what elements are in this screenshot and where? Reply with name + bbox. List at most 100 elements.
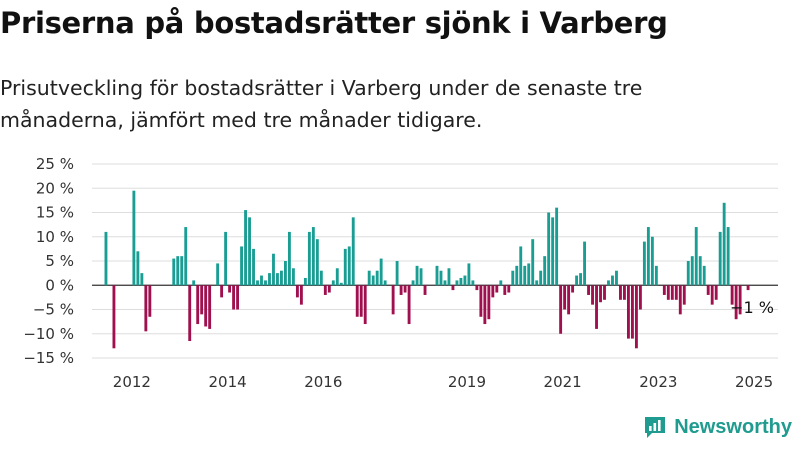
bar [244, 210, 247, 286]
bar [471, 280, 475, 286]
bar [642, 241, 646, 286]
bar [264, 280, 267, 286]
bar [276, 273, 279, 286]
bar [395, 261, 399, 286]
bar [280, 270, 283, 286]
bar [236, 285, 240, 310]
bar [355, 285, 359, 317]
bar [555, 207, 559, 286]
bar [591, 285, 594, 305]
bar [359, 285, 363, 317]
bar [615, 270, 618, 286]
bar [216, 263, 220, 286]
bar [232, 285, 236, 310]
bar [698, 256, 702, 286]
bar [519, 246, 523, 286]
bar [272, 253, 275, 286]
bar [746, 285, 750, 291]
bar [252, 248, 255, 286]
bar [403, 285, 407, 293]
bar [730, 285, 734, 305]
bar [630, 285, 634, 339]
bar [196, 285, 200, 325]
bar [391, 285, 395, 315]
bar [248, 217, 251, 286]
bar [351, 217, 355, 286]
bar [738, 285, 742, 315]
bar [623, 285, 626, 300]
y-tick-label: −15 % [23, 349, 74, 367]
bar [543, 256, 547, 286]
bar [172, 258, 176, 286]
bar [706, 285, 710, 295]
x-tick-label: 2014 [209, 373, 247, 391]
bar [551, 217, 555, 286]
bar [307, 231, 311, 286]
y-tick-label: −5 % [33, 301, 74, 319]
bar [515, 265, 519, 286]
bar [447, 268, 451, 286]
bar [487, 285, 491, 320]
bar [104, 231, 108, 286]
y-tick-label: −10 % [23, 325, 74, 343]
y-tick-label: 5 % [45, 252, 74, 270]
chart-subtitle: Prisutveckling för bostadsrätter i Varbe… [0, 76, 643, 132]
bar [399, 285, 403, 295]
bar [523, 265, 527, 286]
bar [714, 285, 718, 300]
bar [575, 275, 579, 286]
bar [136, 251, 140, 286]
bar [339, 282, 343, 286]
bar [180, 256, 184, 286]
bar [475, 285, 479, 291]
bar [303, 277, 307, 286]
bar [284, 261, 287, 286]
x-tick-label: 2023 [639, 373, 677, 391]
bar [718, 231, 722, 286]
bar [710, 285, 714, 305]
bar [379, 258, 383, 286]
bar [654, 265, 658, 286]
bar [451, 285, 455, 291]
bar [587, 285, 590, 295]
bar [347, 246, 351, 286]
bar [268, 273, 271, 286]
bar [315, 239, 319, 286]
bar [646, 227, 650, 286]
bar [112, 285, 116, 349]
bar [527, 263, 531, 286]
bar [132, 190, 136, 286]
bar [367, 270, 371, 286]
bar [415, 265, 419, 286]
bar [674, 285, 678, 300]
bar [499, 280, 503, 286]
latest-value-annotation: −1 % [730, 298, 774, 317]
bar [443, 280, 447, 286]
bar [423, 285, 427, 295]
chart-title: Priserna på bostadsrätter sjönk i Varber… [0, 6, 668, 40]
bar [343, 248, 347, 286]
bar [375, 270, 379, 286]
bar [459, 277, 463, 286]
bar [627, 285, 630, 339]
bar [419, 268, 423, 286]
bar [287, 231, 291, 286]
x-tick-label: 2021 [544, 373, 582, 391]
bar [435, 265, 439, 286]
y-tick-label: 0 % [45, 276, 74, 294]
bar [726, 227, 730, 286]
bar [503, 285, 507, 295]
bar [694, 227, 698, 286]
bar [583, 241, 586, 286]
bar [184, 227, 188, 286]
bar [507, 285, 511, 293]
bar [650, 236, 654, 286]
bar [559, 285, 563, 334]
bar [535, 280, 539, 286]
bar [140, 273, 144, 286]
bar [611, 275, 614, 286]
bar [722, 202, 726, 286]
bar [531, 239, 535, 286]
bar [634, 285, 638, 349]
bar [702, 265, 706, 286]
